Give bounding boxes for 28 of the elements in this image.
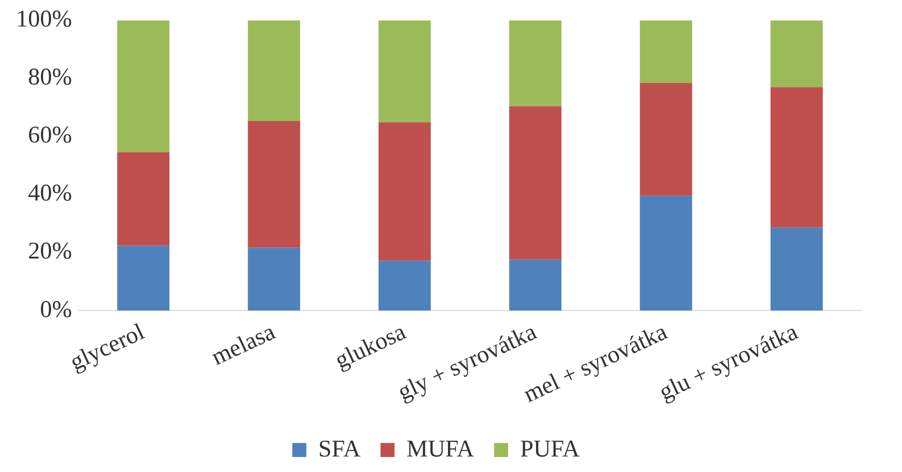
bar	[378, 122, 431, 261]
bar	[248, 121, 300, 248]
legend-label: SFA	[318, 436, 362, 462]
bar	[509, 260, 562, 310]
y-tick-label: 80%	[28, 64, 72, 91]
bar	[640, 196, 692, 310]
y-tick-label: 40%	[28, 180, 72, 207]
bar	[117, 152, 170, 246]
bar	[117, 246, 170, 310]
y-tick-label: 60%	[28, 122, 72, 149]
bar	[117, 20, 170, 152]
bar	[770, 228, 823, 310]
bar	[640, 83, 692, 196]
bar	[378, 260, 431, 310]
legend-label: MUFA	[406, 436, 475, 462]
y-tick-label: 0%	[40, 296, 72, 323]
bar	[509, 20, 562, 106]
bar	[770, 87, 823, 228]
y-tick-label: 20%	[28, 238, 72, 265]
bar	[248, 20, 300, 122]
bar	[640, 20, 692, 84]
legend-label: PUFA	[520, 436, 580, 462]
bar	[248, 248, 300, 310]
bar	[509, 106, 562, 260]
y-tick-label: 100%	[16, 6, 72, 33]
bar	[770, 20, 823, 88]
x-tick-label: melasa	[208, 318, 280, 371]
bar	[378, 20, 431, 122]
